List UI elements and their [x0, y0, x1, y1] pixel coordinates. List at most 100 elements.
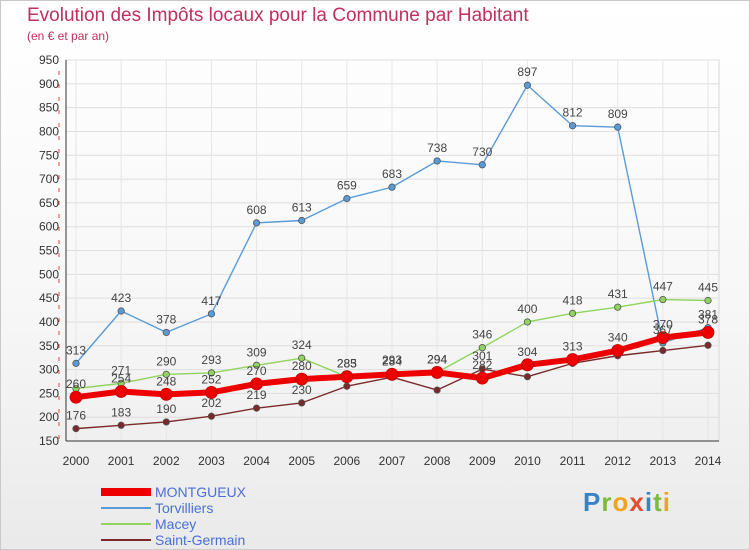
data-point — [72, 425, 80, 433]
data-label: 252 — [201, 372, 221, 386]
data-point — [207, 310, 216, 318]
x-tick-label: 2007 — [379, 454, 406, 468]
chart-subtitle: (en € et par an) — [27, 29, 110, 43]
x-tick-label: 2002 — [153, 454, 180, 468]
data-point — [614, 303, 622, 311]
data-point — [566, 353, 579, 366]
data-label: 381 — [698, 308, 718, 322]
legend-item-montgueux: MONTGUEUX — [101, 484, 361, 500]
data-label: 447 — [653, 280, 673, 294]
data-label: 378 — [156, 312, 176, 326]
data-point — [433, 386, 441, 394]
data-point — [117, 307, 125, 315]
data-label: 417 — [201, 294, 221, 308]
data-point — [162, 370, 170, 378]
y-tick-label: 900 — [39, 77, 59, 91]
data-point — [207, 369, 216, 377]
y-tick-label: 500 — [39, 267, 59, 281]
y-tick-label: 150 — [39, 434, 59, 448]
data-label: 313 — [66, 343, 86, 357]
logo-letter: r — [601, 487, 613, 517]
data-point — [298, 354, 306, 362]
data-label: 176 — [66, 409, 86, 423]
data-label: 431 — [608, 287, 628, 301]
x-tick-label: 2009 — [469, 454, 496, 468]
data-label: 294 — [427, 352, 447, 366]
y-tick-label: 350 — [39, 339, 59, 353]
data-point — [252, 219, 261, 227]
data-label: 445 — [698, 281, 718, 295]
y-tick-label: 300 — [39, 363, 59, 377]
data-point — [611, 344, 625, 357]
y-tick-label: 250 — [39, 386, 59, 400]
x-tick-label: 2011 — [560, 454, 586, 468]
x-tick-label: 2012 — [604, 454, 631, 468]
x-tick-label: 2006 — [334, 454, 361, 468]
data-point — [250, 377, 263, 391]
data-label: 301 — [472, 349, 492, 363]
x-tick-label: 2000 — [63, 454, 90, 468]
data-point — [475, 371, 489, 385]
legend-label: Macey — [155, 516, 197, 532]
y-tick-label: 750 — [39, 148, 59, 162]
legend-label: Saint-Germain — [155, 532, 246, 548]
legend-item-macey: Macey — [101, 516, 361, 532]
data-label: 683 — [382, 167, 402, 181]
data-label: 285 — [337, 357, 357, 371]
data-label: 367 — [653, 323, 673, 337]
data-label: 283 — [337, 357, 357, 371]
data-point — [523, 81, 532, 89]
data-point — [298, 216, 306, 225]
data-point — [298, 399, 306, 407]
logo-letter: t — [653, 487, 663, 517]
y-tick-label: 850 — [39, 101, 59, 115]
data-point — [114, 385, 128, 398]
data-point — [343, 194, 351, 203]
data-label: 293 — [201, 353, 221, 367]
data-label: 309 — [247, 345, 267, 359]
data-point — [385, 367, 399, 381]
data-point — [701, 326, 715, 339]
logo-letter: o — [612, 487, 630, 517]
data-label: 324 — [292, 338, 312, 352]
y-tick-label: 400 — [39, 315, 59, 329]
data-label: 738 — [427, 141, 447, 155]
x-tick-label: 2013 — [650, 454, 677, 468]
legend-label: Torvilliers — [155, 500, 214, 516]
data-label: 340 — [608, 331, 628, 345]
data-label: 897 — [517, 65, 537, 79]
data-point — [704, 296, 712, 305]
data-label: 313 — [563, 340, 583, 354]
y-tick-label: 600 — [39, 220, 59, 234]
data-label: 400 — [517, 302, 537, 316]
data-point — [162, 328, 170, 337]
data-label: 809 — [608, 107, 628, 121]
data-point — [659, 295, 667, 304]
logo-letter: x — [629, 487, 645, 517]
legend-swatch-saint-germain — [101, 539, 151, 541]
data-label: 248 — [156, 374, 176, 388]
data-point — [430, 366, 444, 379]
data-point — [388, 183, 396, 191]
data-label: 230 — [292, 383, 312, 397]
y-tick-label: 550 — [39, 244, 59, 258]
data-label: 378 — [698, 312, 718, 326]
data-point — [252, 361, 261, 369]
data-label: 370 — [653, 318, 673, 332]
x-tick-label: 2005 — [288, 454, 315, 468]
data-point — [207, 412, 216, 420]
data-label: 294 — [427, 352, 447, 366]
y-tick-label: 700 — [39, 172, 59, 186]
legend-swatch-macey — [101, 523, 151, 525]
data-label: 608 — [247, 203, 267, 217]
x-tick-label: 2008 — [424, 454, 451, 468]
data-label: 260 — [66, 377, 86, 391]
data-label: 613 — [292, 200, 312, 214]
data-label: 346 — [472, 328, 492, 342]
data-point — [72, 359, 80, 367]
y-tick-label: 650 — [39, 196, 59, 210]
y-tick-label: 800 — [39, 124, 59, 138]
data-point — [433, 157, 441, 165]
